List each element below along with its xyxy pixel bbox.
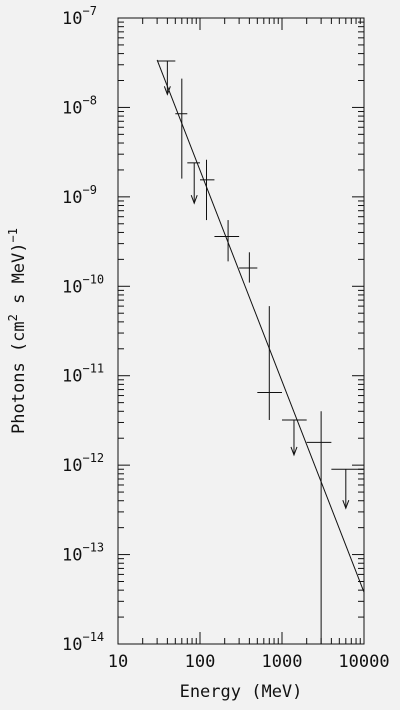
y-tick-label: 10−8: [62, 93, 97, 118]
y-tick-label: 10−12: [62, 451, 104, 476]
data-point: [306, 411, 332, 644]
upper-limit-point: [187, 162, 200, 205]
data-point: [214, 220, 240, 262]
data-point: [257, 306, 282, 420]
y-tick-label: 10−10: [62, 272, 104, 297]
upper-limit-arrow: [290, 446, 298, 457]
data-point: [239, 252, 258, 283]
upper-limit-arrow: [342, 500, 350, 510]
x-tick-label: 10: [108, 652, 128, 672]
y-tick-label: 10−9: [62, 183, 97, 208]
y-tick-label: 10−14: [62, 630, 104, 655]
upper-limit-arrow: [163, 86, 171, 96]
y-axis-title: Photons (cm2 s MeV)−1: [6, 228, 29, 434]
upper-limit-arrow: [190, 194, 198, 205]
x-tick-label: 100: [185, 652, 216, 672]
data-layer: [156, 59, 365, 644]
upper-limit-point: [282, 419, 307, 457]
y-tick-label: 10−7: [62, 4, 97, 29]
fit-line: [156, 59, 365, 593]
plot-frame: [117, 17, 365, 645]
data-point: [175, 78, 188, 179]
y-tick-label: 10−13: [62, 541, 104, 566]
x-tick-label: 10000: [338, 652, 389, 672]
y-axis-ticks: 10−7 10−8 10−9 10−10 10−11 10−12 10−13 10−14: [62, 4, 364, 655]
upper-limit-point: [331, 468, 364, 510]
x-axis-ticks: 10 100 1000 10000: [108, 18, 390, 672]
y-tick-label: 10−11: [62, 362, 104, 387]
x-tick-label: 1000: [262, 652, 303, 672]
upper-limit-point: [157, 60, 176, 96]
x-axis-title: Energy (MeV): [180, 682, 303, 702]
data-point: [200, 159, 215, 221]
